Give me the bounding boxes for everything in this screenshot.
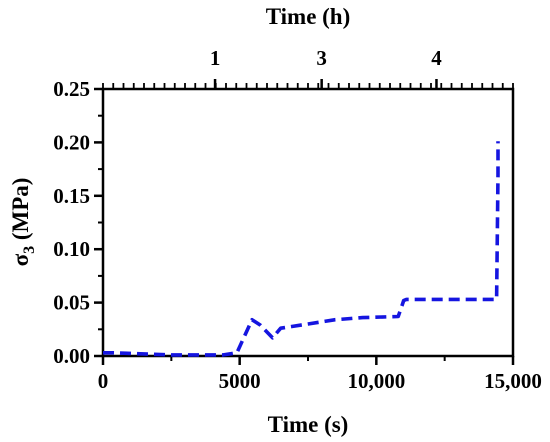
- x-tick-label: 0: [98, 369, 109, 393]
- data-series-line: [103, 141, 500, 357]
- plot-frame: [101, 87, 515, 358]
- top-axis-title: Time (h): [266, 4, 351, 29]
- top-tick-label: 1: [210, 46, 221, 70]
- y-tick-label: 0.15: [53, 184, 90, 208]
- y-axis-ticks: 0.00 0.05 0.10 0.15 0.20 0.25: [53, 77, 103, 368]
- y-tick-label: 0.25: [53, 77, 90, 101]
- top-axis-ticks: 1 3 4: [102, 46, 514, 89]
- y-tick-label: 0.05: [53, 291, 90, 315]
- x-tick-label: 15,000: [484, 369, 542, 393]
- x-tick-label: 5000: [219, 369, 261, 393]
- x-axis-ticks: 0 5000 10,000 15,000: [98, 356, 542, 393]
- top-tick-label: 3: [316, 46, 327, 70]
- top-tick-label: 4: [431, 46, 442, 70]
- y-tick-label: 0.20: [53, 130, 90, 154]
- y-axis-title-subscript: 3: [21, 246, 38, 254]
- y-axis-title-unit: (MPa): [8, 178, 33, 246]
- y-axis-title: σ3 (MPa): [8, 178, 38, 267]
- series-layer: [103, 141, 500, 357]
- x-tick-label: 10,000: [347, 369, 405, 393]
- y-tick-label: 0.00: [53, 344, 90, 368]
- y-tick-label: 0.10: [53, 237, 90, 261]
- y-axis-title-sigma: σ: [8, 253, 33, 266]
- x-axis-title: Time (s): [268, 412, 349, 437]
